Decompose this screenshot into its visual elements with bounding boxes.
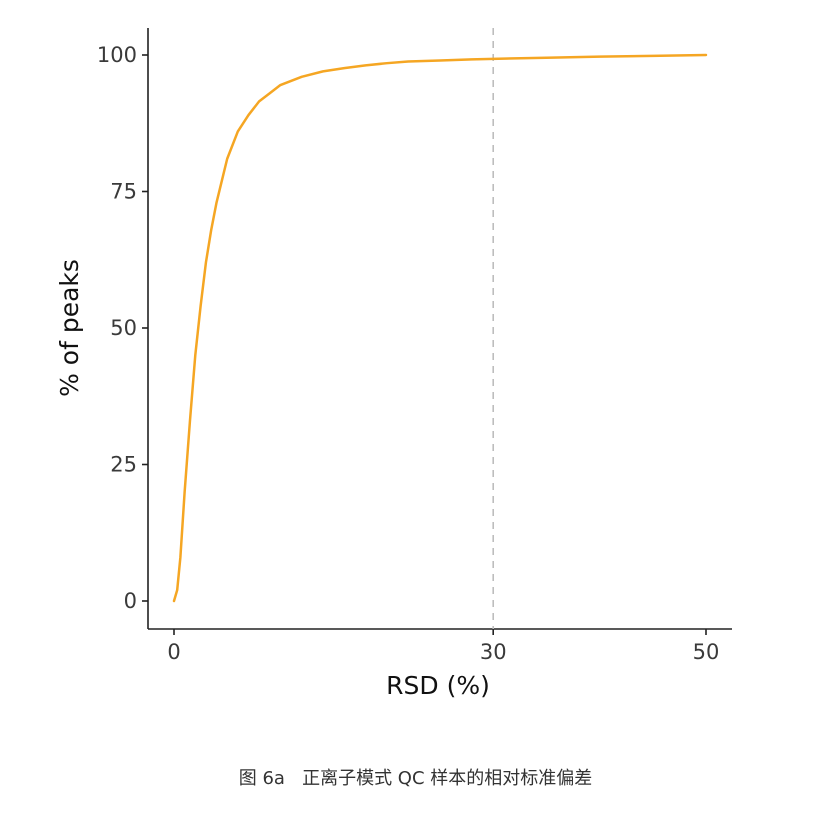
- x-ticks: 0 30 50: [167, 629, 719, 664]
- axis-lines: [147, 28, 732, 630]
- x-axis-title: RSD (%): [386, 671, 490, 700]
- x-tick-label: 30: [480, 640, 507, 664]
- y-tick-label: 25: [110, 453, 137, 477]
- y-axis-title: % of peaks: [55, 259, 84, 397]
- x-tick-label: 0: [167, 640, 180, 664]
- y-tick-label: 0: [124, 589, 137, 613]
- y-tick-label: 75: [110, 180, 137, 204]
- y-tick-label: 100: [97, 43, 137, 67]
- series-line: [172, 53, 708, 603]
- figure-caption: 图 6a 正离子模式 QC 样本的相对标准偏差: [238, 768, 593, 789]
- chart: 0 25 50 75 100 0 30 50 RSD (%) % of peaks: [55, 28, 732, 700]
- y-ticks: 0 25 50 75 100: [97, 43, 148, 613]
- x-tick-label: 50: [693, 640, 720, 664]
- y-tick-label: 50: [110, 316, 137, 340]
